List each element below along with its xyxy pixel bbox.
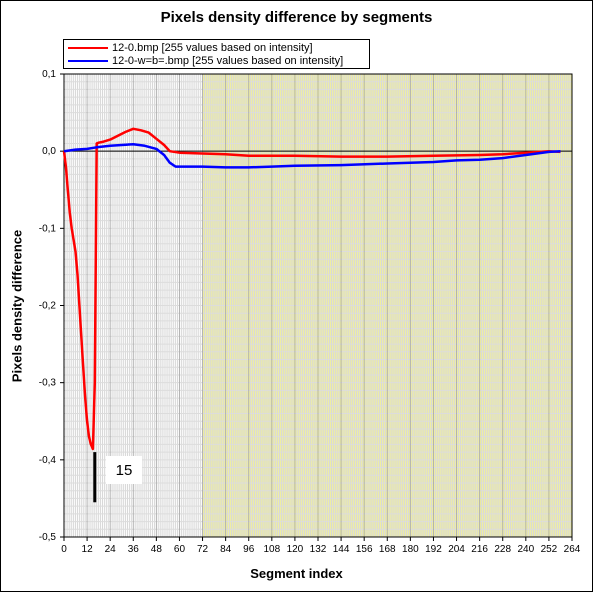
- x-tick-label: 72: [197, 544, 209, 555]
- x-tick-label: 12: [82, 544, 94, 555]
- x-tick-label: 96: [243, 544, 255, 555]
- series-line-red: [62, 127, 561, 451]
- legend-swatch-red: [68, 47, 108, 49]
- x-tick-label: 228: [494, 544, 511, 555]
- chart-title: Pixels density difference by segments: [160, 9, 433, 26]
- x-tick-label: 132: [310, 544, 327, 555]
- x-tick-label: 108: [263, 544, 280, 555]
- x-tick-label: 252: [541, 544, 558, 555]
- x-tick-label: 48: [151, 544, 163, 555]
- x-tick-label: 36: [128, 544, 140, 555]
- x-tick-label: 0: [61, 544, 67, 555]
- y-tick-label: 0,0: [42, 146, 56, 157]
- legend-label-blue: 12-0-w=b=.bmp [255 values based on inten…: [112, 55, 344, 67]
- x-tick-label: 84: [220, 544, 232, 555]
- legend-label-red: 12-0.bmp [255 values based on intensity]: [112, 42, 313, 54]
- y-tick-label: 0,1: [42, 69, 56, 80]
- x-tick-label: 120: [287, 544, 304, 555]
- chart-legend: 12-0.bmp [255 values based on intensity]…: [63, 39, 370, 69]
- y-tick-label: -0,2: [39, 301, 57, 312]
- legend-swatch-blue: [68, 60, 108, 62]
- x-tick-label: 24: [105, 544, 117, 555]
- y-axis-label: Pixels density difference: [9, 229, 25, 383]
- y-tick-label: -0,5: [39, 532, 57, 543]
- legend-item-blue: 12-0-w=b=.bmp [255 values based on inten…: [68, 55, 343, 67]
- legend-item-red: 12-0.bmp [255 values based on intensity]: [68, 42, 313, 54]
- y-tick-label: -0,3: [39, 378, 57, 389]
- x-tick-label: 168: [379, 544, 396, 555]
- x-axis-label: Segment index: [250, 566, 343, 581]
- x-tick-label: 216: [471, 544, 488, 555]
- x-tick-label: 204: [448, 544, 465, 555]
- x-tick-label: 60: [174, 544, 186, 555]
- x-tick-label: 240: [517, 544, 534, 555]
- y-tick-label: -0,1: [39, 223, 57, 234]
- x-tick-label: 156: [356, 544, 373, 555]
- x-tick-label: 180: [402, 544, 419, 555]
- x-tick-label: 192: [425, 544, 442, 555]
- series-line-blue: [63, 142, 561, 169]
- x-tick-label: 144: [333, 544, 350, 555]
- y-tick-label: -0,4: [39, 455, 57, 466]
- annotation-label: 15: [106, 456, 142, 484]
- x-tick-label: 264: [564, 544, 581, 555]
